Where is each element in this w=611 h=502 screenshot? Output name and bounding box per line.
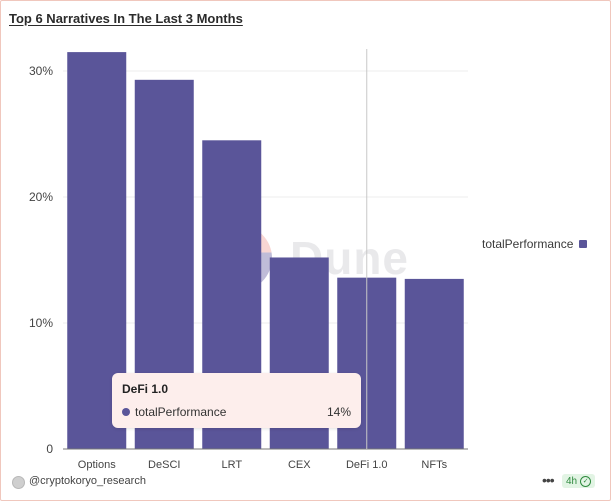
tooltip: DeFi 1.0 totalPerformance 14%	[112, 373, 361, 428]
legend-swatch	[579, 240, 588, 248]
tooltip-category: DeFi 1.0	[122, 382, 169, 396]
bar[interactable]	[404, 278, 464, 449]
y-tick-label: 0	[46, 442, 53, 456]
legend-label: totalPerformance	[482, 237, 574, 251]
y-tick-label: 30%	[29, 64, 53, 78]
x-tick-label: NFTs	[421, 459, 447, 471]
y-tick-label: 20%	[29, 190, 53, 204]
x-tick-label: CEX	[288, 459, 311, 471]
x-tick-label: DeSCI	[148, 459, 180, 471]
x-tick-label: DeFi 1.0	[346, 459, 388, 471]
tooltip-series-dot	[122, 408, 130, 416]
x-axis-ticks: Options DeSCI LRT CEX DeFi 1.0 NFTs	[63, 448, 468, 471]
y-tick-label: 10%	[29, 316, 53, 330]
x-tick-label: Options	[78, 459, 116, 471]
author-avatar[interactable]	[12, 476, 25, 489]
freshness-badge[interactable]: 4h ✓	[562, 474, 596, 488]
chart-title[interactable]: Top 6 Narratives In The Last 3 Months	[9, 11, 243, 26]
author-link[interactable]: @cryptokoryo_research	[29, 475, 146, 487]
x-tick-label: LRT	[221, 459, 242, 471]
y-axis-ticks: 0 10% 20% 30%	[29, 64, 53, 456]
more-options-icon[interactable]: •••	[542, 472, 555, 488]
freshness-age: 4h	[566, 475, 578, 487]
check-icon: ✓	[580, 475, 592, 487]
tooltip-value: 14%	[326, 405, 351, 419]
legend[interactable]: totalPerformance	[482, 237, 588, 251]
footer: @cryptokoryo_research ••• 4h ✓	[1, 471, 610, 493]
tooltip-series-name: totalPerformance	[135, 405, 227, 419]
